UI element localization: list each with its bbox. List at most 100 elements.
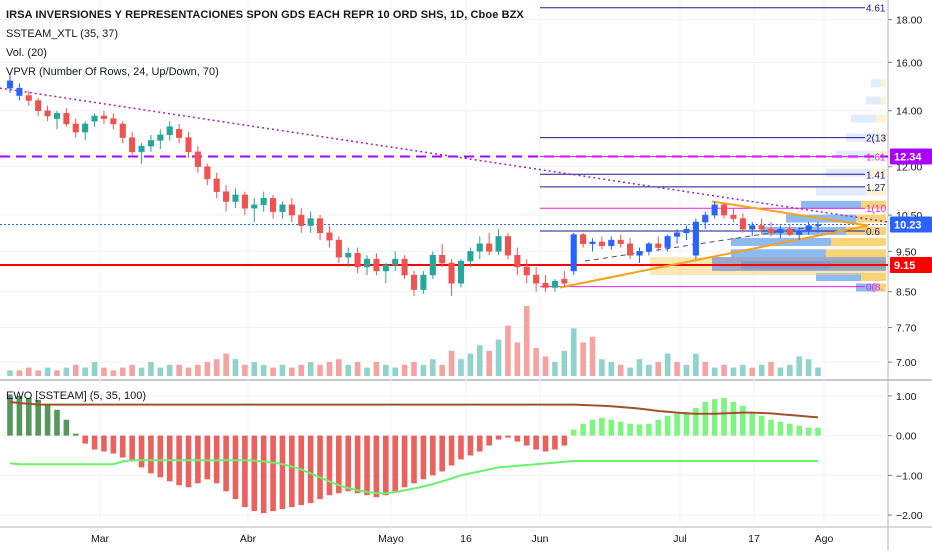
indicator-volume[interactable]: Vol. (20) — [6, 47, 47, 59]
candle-body — [711, 204, 718, 216]
ewo-histogram — [7, 395, 821, 514]
ewo-bar — [486, 435, 492, 446]
volume-bar — [82, 367, 88, 376]
volume-bar — [570, 328, 577, 376]
ewo-bar — [702, 401, 709, 436]
candle-body — [439, 254, 446, 264]
volume-bar — [307, 362, 314, 376]
volume-bar — [514, 342, 521, 376]
volume-bar — [664, 353, 671, 376]
ewo-bar — [82, 435, 88, 444]
vpvr-up-bar — [871, 79, 881, 88]
volume-bar — [448, 350, 455, 376]
ewo-bar — [505, 435, 511, 438]
volume-bar — [289, 367, 295, 376]
candle-body — [401, 258, 408, 276]
candle-body — [523, 266, 530, 276]
ewo-bar — [458, 435, 464, 460]
candle-body — [457, 260, 465, 284]
candle-body — [514, 254, 521, 268]
ewo-bar — [119, 435, 126, 458]
ewo-bar — [758, 415, 765, 436]
candle-body — [298, 214, 305, 226]
candle-body — [82, 123, 89, 133]
volume-bar — [674, 362, 680, 376]
candle-body — [570, 234, 577, 272]
candle-body — [232, 194, 239, 202]
volume-bar — [505, 325, 511, 376]
vpvr-down-bar — [876, 283, 886, 292]
ewo-bar — [411, 435, 417, 484]
ewo-bar — [721, 397, 727, 436]
volume-bar — [646, 364, 652, 376]
indicator-vpvr[interactable]: VPVR (Number Of Rows, 24, Up/Down, 70) — [6, 66, 219, 78]
oscillator-legend[interactable]: EWO [SSTEAM] (5, 35, 100) — [6, 390, 146, 402]
candle-body — [692, 221, 699, 256]
ewo-bar — [148, 435, 154, 474]
vpvr-up-bar — [866, 96, 881, 105]
volume-bar — [411, 362, 417, 376]
fib-label: 0(8. — [866, 283, 883, 294]
volume-bar — [627, 367, 633, 376]
ewo-bar — [7, 395, 13, 436]
volume-bar — [54, 370, 60, 376]
symbol-title[interactable]: IRSA INVERSIONES Y REPRESENTACIONES SPON… — [6, 9, 524, 21]
volume-bar — [176, 364, 182, 376]
candle-body — [119, 123, 126, 138]
ewo-signal-lower — [9, 459, 818, 495]
osc-tick-label: −2.00 — [896, 510, 923, 522]
candle-body — [561, 278, 568, 284]
time-tick-label: Jun — [532, 533, 549, 545]
price-label-box — [890, 148, 932, 165]
volume-bar — [16, 370, 23, 376]
ewo-bar — [232, 435, 239, 500]
candle-body — [674, 232, 681, 237]
price-label: 9.15 — [894, 260, 915, 272]
ewo-bar — [467, 435, 474, 456]
candle-body — [504, 236, 512, 256]
ewo-bar — [279, 435, 286, 510]
candle-body — [147, 140, 154, 147]
ewo-bar — [72, 433, 79, 436]
candle-body — [617, 239, 624, 245]
osc-tick-label: −1.00 — [896, 470, 923, 482]
ewo-bar — [185, 435, 192, 488]
candle-body — [307, 218, 314, 226]
candle-body — [777, 228, 784, 234]
vpvr-down-bar — [881, 79, 886, 88]
volume-bar — [467, 353, 474, 376]
vpvr-down-bar — [871, 150, 886, 159]
candle-body — [636, 251, 643, 256]
volume-bar — [364, 367, 370, 376]
price-axis[interactable]: 18.0016.0014.0012.0010.509.508.507.707.0… — [888, 15, 932, 522]
indicator-ssteam[interactable]: SSTEAM_XTL (35, 37) — [6, 28, 119, 40]
candle-body — [326, 232, 333, 241]
volume-bar — [242, 364, 248, 376]
candle-body — [279, 204, 286, 212]
volume-bar — [702, 362, 709, 376]
ewo-bar — [646, 423, 652, 436]
volume-bar — [354, 362, 361, 376]
volume-bar — [129, 364, 135, 376]
time-axis[interactable]: Mar Abr Mayo 16 Jun Jul 17 Ago — [91, 533, 834, 545]
volume-bar — [796, 356, 803, 376]
candle-body — [467, 251, 474, 262]
ewo-bar — [392, 435, 399, 492]
vpvr-up-bar — [731, 249, 826, 258]
ewo-bar — [354, 435, 361, 494]
ewo-bar — [242, 435, 248, 508]
candle-body — [288, 204, 295, 216]
ewo-bar — [570, 429, 577, 436]
ewo-bar — [289, 435, 295, 508]
price-tick-label: 16.00 — [896, 57, 922, 69]
volume-bar — [138, 367, 145, 376]
candle-body — [589, 241, 596, 245]
candle-body — [683, 228, 690, 234]
ewo-bar — [317, 435, 323, 500]
vpvr-down-bar — [876, 133, 886, 142]
volume-bar — [392, 367, 399, 376]
volume-bar — [204, 362, 211, 376]
volume-bar — [683, 364, 690, 376]
candle-body — [814, 224, 822, 226]
volume-bars — [7, 306, 821, 376]
